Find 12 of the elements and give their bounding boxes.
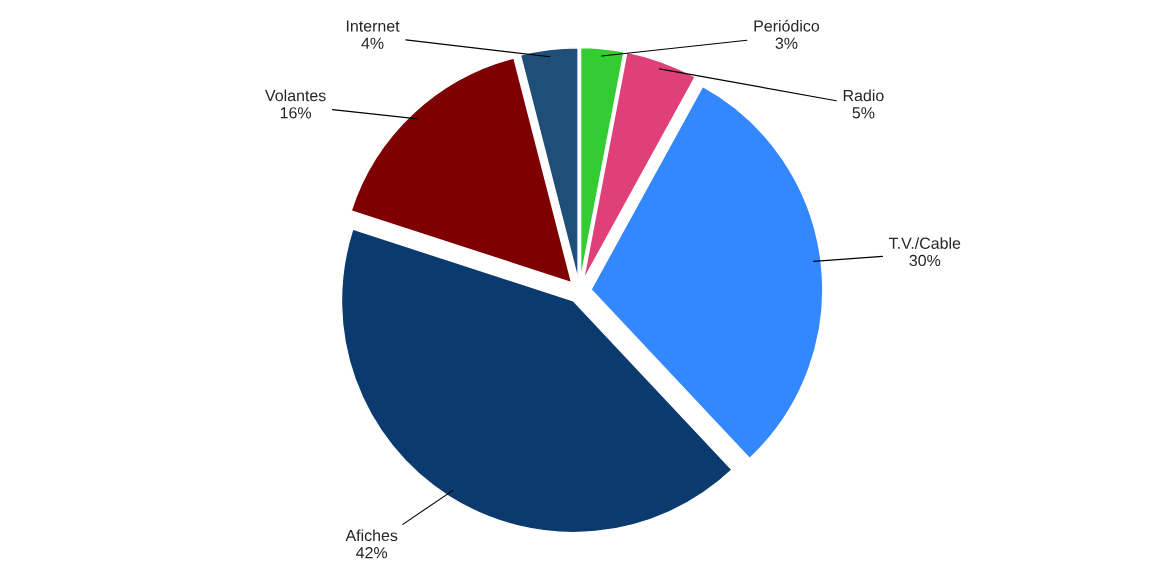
slice-label: Afiches <box>345 529 398 542</box>
slice-label: Volantes <box>265 89 326 102</box>
data-label: 5% <box>852 107 875 119</box>
data-label: 4% <box>361 37 384 49</box>
slice-label: Internet <box>346 20 400 32</box>
data-label: 3% <box>775 37 798 49</box>
slice-label: Periódico <box>754 19 820 32</box>
data-label: 16% <box>280 107 312 119</box>
data-label: 30% <box>909 254 941 267</box>
data-label: 42% <box>356 547 388 559</box>
slice-label: T.V./Cable <box>889 237 961 249</box>
slice-label: Radio <box>843 89 884 102</box>
